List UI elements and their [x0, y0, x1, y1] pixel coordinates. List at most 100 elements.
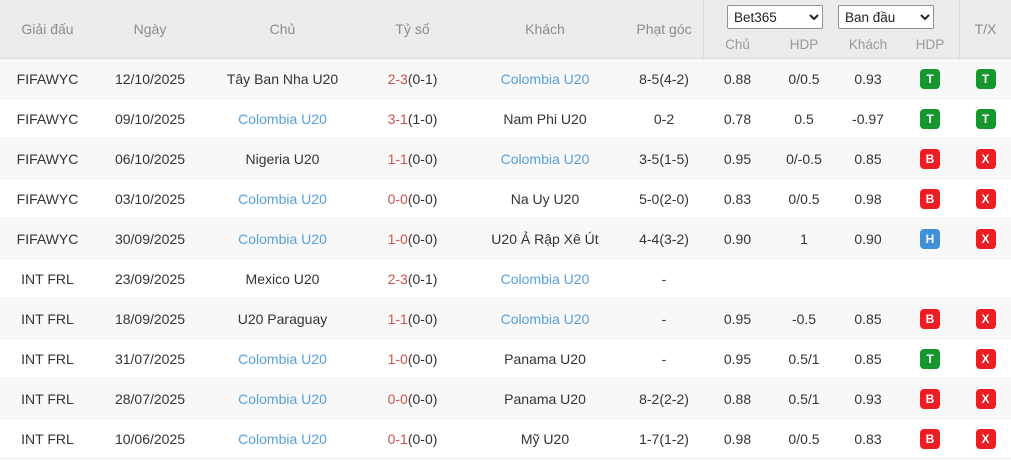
corners-cell: 4-4(3-2): [639, 230, 689, 247]
odds-home-cell: 0.88: [723, 390, 752, 407]
home-team-link[interactable]: Colombia U20: [238, 110, 327, 127]
away-team-link[interactable]: Panama U20: [504, 390, 586, 407]
halftime-score: (0-0): [407, 230, 438, 247]
halftime-score: (0-0): [407, 190, 438, 207]
score-cell: 0-0(0-0): [360, 191, 465, 207]
odds-away-cell: 0.85: [854, 150, 882, 167]
odds-hdp-cell: 0.5/1: [788, 390, 820, 407]
home-team-link[interactable]: Colombia U20: [238, 430, 327, 447]
bookmaker-select[interactable]: Bet365: [727, 5, 823, 29]
hdp-result-cell: B: [900, 148, 960, 169]
league-cell: FIFAWYC: [16, 150, 79, 167]
tx-result-cell: T: [960, 68, 1011, 89]
fulltime-score: 0-0: [387, 390, 408, 407]
odds-hdp-cell: 0/0.5: [788, 70, 820, 87]
home-team-link[interactable]: Colombia U20: [238, 230, 327, 247]
corners-cell: 5-0(2-0): [639, 190, 689, 207]
fulltime-score: 0-0: [387, 190, 408, 207]
tx-result-cell: X: [960, 188, 1011, 209]
header-divider: [959, 0, 960, 58]
odds-away-cell: 0.90: [854, 230, 882, 247]
hdp-result-cell: T: [900, 68, 960, 89]
hdp-result-badge: T: [920, 348, 940, 369]
away-team-link[interactable]: Colombia U20: [500, 70, 590, 87]
away-team-link[interactable]: Mỹ U20: [520, 430, 570, 447]
odds-home-cell: 0.83: [723, 190, 752, 207]
tx-result-cell: X: [960, 148, 1011, 169]
score-cell: 2-3(0-1): [360, 271, 465, 287]
hdp-result-badge: B: [920, 188, 940, 209]
tx-result-cell: X: [960, 228, 1011, 249]
odds-away-cell: -0.97: [852, 110, 884, 127]
tx-result-cell: X: [960, 348, 1011, 369]
tx-result-cell: X: [960, 308, 1011, 329]
home-team-link[interactable]: Colombia U20: [238, 390, 327, 407]
away-team-link[interactable]: Colombia U20: [500, 310, 590, 327]
odds-hdp-cell: 1: [800, 230, 808, 247]
column-header-away: Khách: [525, 21, 565, 37]
fulltime-score: 1-1: [387, 150, 408, 167]
table-row: FIFAWYC 06/10/2025 Nigeria U20 1-1(0-0) …: [0, 139, 1011, 179]
table-row: INT FRL 10/06/2025 Colombia U20 0-1(0-0)…: [0, 419, 1011, 459]
date-cell: 28/07/2025: [114, 390, 186, 407]
odds-away-cell: 0.85: [854, 350, 882, 367]
date-cell: 12/10/2025: [114, 70, 186, 87]
away-team-link[interactable]: Panama U20: [504, 350, 586, 367]
home-team-link[interactable]: Colombia U20: [238, 350, 327, 367]
date-cell: 31/07/2025: [114, 350, 186, 367]
table-row: FIFAWYC 30/09/2025 Colombia U20 1-0(0-0)…: [0, 219, 1011, 259]
hdp-result-badge: B: [920, 148, 940, 169]
odds-home-cell: 0.88: [723, 70, 752, 87]
hdp-result-badge: B: [920, 388, 940, 409]
header-divider: [703, 0, 704, 58]
odds-away-cell: 0.85: [854, 310, 882, 327]
league-cell: FIFAWYC: [16, 230, 79, 247]
corners-cell: -: [661, 350, 667, 367]
odds-home-cell: 0.78: [723, 110, 752, 127]
score-cell: 2-3(0-1): [360, 71, 465, 87]
fulltime-score: 0-1: [387, 430, 408, 447]
hdp-result-cell: T: [900, 108, 960, 129]
subcolumn-header-odds-away: Khách: [848, 36, 888, 52]
tx-result-badge: X: [975, 428, 996, 449]
hdp-result-badge: T: [920, 68, 940, 89]
odds-home-cell: 0.95: [723, 350, 752, 367]
halftime-score: (0-1): [407, 270, 438, 287]
hdp-result-cell: T: [900, 348, 960, 369]
home-team-link[interactable]: Tây Ban Nha U20: [226, 70, 339, 87]
fulltime-score: 1-0: [387, 230, 408, 247]
date-cell: 03/10/2025: [114, 190, 186, 207]
table-row: INT FRL 31/07/2025 Colombia U20 1-0(0-0)…: [0, 339, 1011, 379]
away-team-link[interactable]: Colombia U20: [500, 270, 590, 287]
hdp-result-badge: B: [920, 308, 940, 329]
away-team-link[interactable]: U20 Ả Rập Xê Út: [491, 230, 599, 247]
fulltime-score: 1-0: [387, 350, 408, 367]
odds-away-cell: 0.83: [854, 430, 882, 447]
odds-hdp-cell: -0.5: [791, 310, 817, 327]
away-team-link[interactable]: Na Uy U20: [510, 190, 580, 207]
column-header-tx: T/X: [974, 21, 997, 37]
odds-hdp-cell: 0/0.5: [788, 430, 820, 447]
league-cell: INT FRL: [21, 390, 74, 407]
score-cell: 1-0(0-0): [360, 231, 465, 247]
fulltime-score: 1-1: [387, 310, 408, 327]
home-team-link[interactable]: Nigeria U20: [245, 150, 320, 167]
table-row: INT FRL 23/09/2025 Mexico U20 2-3(0-1) C…: [0, 259, 1011, 299]
table-row: FIFAWYC 09/10/2025 Colombia U20 3-1(1-0)…: [0, 99, 1011, 139]
column-header-league: Giải đấu: [21, 21, 74, 37]
away-team-link[interactable]: Nam Phi U20: [503, 110, 587, 127]
column-header-date: Ngày: [133, 21, 167, 37]
hdp-result-cell: B: [900, 308, 960, 329]
home-team-link[interactable]: U20 Paraguay: [237, 310, 328, 327]
subcolumn-header-odds-home: Chủ: [725, 36, 750, 52]
hdp-result-cell: B: [900, 188, 960, 209]
league-cell: INT FRL: [21, 270, 74, 287]
halftime-score: (0-1): [407, 70, 438, 87]
fulltime-score: 2-3: [387, 70, 408, 87]
date-cell: 09/10/2025: [114, 110, 186, 127]
home-team-link[interactable]: Colombia U20: [238, 190, 327, 207]
home-team-link[interactable]: Mexico U20: [245, 270, 320, 287]
odds-type-select[interactable]: Ban đầu: [838, 5, 934, 29]
odds-home-cell: 0.90: [723, 230, 752, 247]
away-team-link[interactable]: Colombia U20: [500, 150, 590, 167]
